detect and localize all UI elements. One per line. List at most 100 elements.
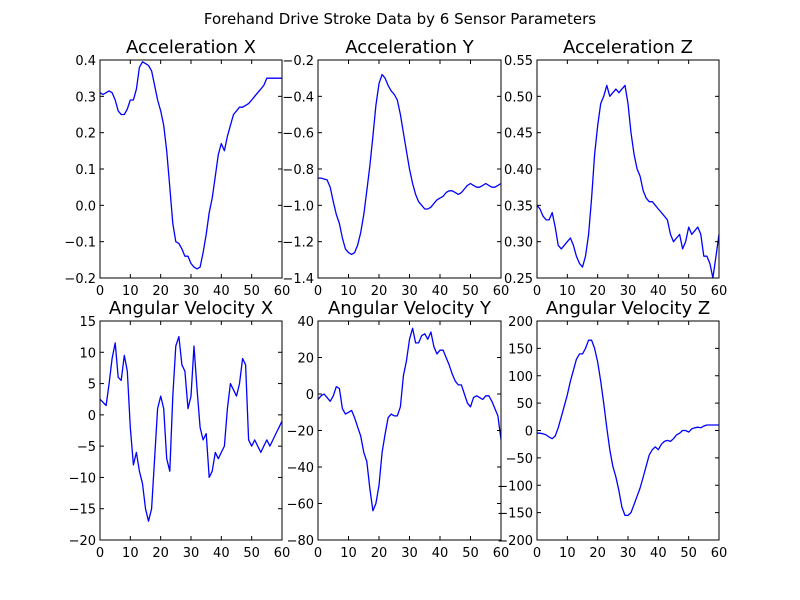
- acceleration-z-ytick-label: 0.40: [504, 163, 533, 178]
- acceleration-x-ytick-label: 0.4: [75, 54, 96, 69]
- acceleration-y-xtick-label: 40: [432, 284, 449, 299]
- acceleration-z-xtick-label: 40: [650, 284, 667, 299]
- angular-velocity-y-title: Angular Velocity Y: [328, 298, 492, 319]
- angular-velocity-z-title: Angular Velocity Z: [546, 298, 710, 319]
- angular-velocity-x-ytick-label: 10: [79, 346, 96, 361]
- angular-velocity-x-ytick-label: −15: [69, 503, 96, 518]
- angular-velocity-y-ytick-label: −20: [287, 425, 314, 440]
- acceleration-x-xtick-label: 60: [274, 284, 291, 299]
- acceleration-y-xtick-label: 0: [314, 284, 322, 299]
- angular-velocity-x-ytick-label: 15: [79, 315, 96, 330]
- acceleration-y-xtick-label: 20: [371, 284, 388, 299]
- acceleration-y-ytick-label: −1.0: [282, 199, 314, 214]
- angular-velocity-z-xtick-label: 50: [680, 546, 697, 561]
- panel-acceleration-x: Acceleration X 0 10 20 30 40 50 60 −0.2 −0.1 0.0 0.…: [64, 37, 290, 299]
- angular-velocity-x-xtick-label: 50: [243, 546, 260, 561]
- angular-velocity-z-ytick-label: −200: [497, 534, 533, 549]
- angular-velocity-y-xtick-label: 60: [493, 546, 510, 561]
- angular-velocity-y-xtick-label: 30: [401, 546, 418, 561]
- angular-velocity-z-ytick-label: 0: [525, 425, 533, 440]
- acceleration-y-series-line: [318, 73, 502, 256]
- angular-velocity-z-xtick-label: 40: [650, 546, 667, 561]
- acceleration-y-ytick-label: −1.4: [282, 272, 314, 287]
- acceleration-z-xtick-label: 50: [680, 284, 697, 299]
- angular-velocity-y-xtick-label: 10: [340, 546, 357, 561]
- angular-velocity-x-ytick-label: −20: [69, 534, 96, 549]
- acceleration-y-title: Acceleration Y: [345, 37, 475, 58]
- angular-velocity-x-xtick-label: 30: [183, 546, 200, 561]
- acceleration-x-ytick-label: 0.2: [75, 127, 96, 142]
- acceleration-z-xtick-label: 30: [620, 284, 637, 299]
- angular-velocity-y-ytick-label: −60: [287, 498, 314, 513]
- acceleration-x-ytick-label: −0.2: [64, 272, 96, 287]
- acceleration-x-xtick-label: 50: [243, 284, 260, 299]
- acceleration-y-xtick-label: 50: [462, 284, 479, 299]
- panel-acceleration-z: Acceleration Z 0 10 20 30 40 50 60 0.25 0.30 0.35 0…: [504, 37, 727, 299]
- acceleration-x-xtick-label: 30: [183, 284, 200, 299]
- acceleration-z-ytick-label: 0.45: [504, 127, 533, 142]
- acceleration-x-series-line: [99, 61, 282, 270]
- angular-velocity-x-xtick-label: 10: [122, 546, 139, 561]
- acceleration-z-ytick-label: 0.55: [504, 54, 533, 69]
- acceleration-z-title: Acceleration Z: [563, 37, 693, 58]
- angular-velocity-y-xtick-label: 50: [462, 546, 479, 561]
- angular-velocity-z-series-line: [537, 339, 719, 517]
- panel-angular-velocity-x: Angular Velocity X0 10 20 30 40 50 60−20−15−10…: [69, 298, 291, 561]
- angular-velocity-y-xtick-label: 40: [432, 546, 449, 561]
- acceleration-x-axes-frame: [99, 59, 283, 279]
- acceleration-x-xtick-label: 10: [122, 284, 139, 299]
- angular-velocity-x-axes-frame: [99, 320, 283, 541]
- angular-velocity-z-ytick-label: 200: [508, 315, 533, 330]
- angular-velocity-x-series-line: [99, 335, 283, 522]
- angular-velocity-z-ytick-label: 150: [508, 342, 533, 357]
- acceleration-x-ytick-label: 0.1: [75, 163, 96, 178]
- angular-velocity-z-xtick-label: 0: [533, 546, 541, 561]
- acceleration-x-xtick-label: 40: [213, 284, 230, 299]
- angular-velocity-z-xtick-label: 60: [711, 546, 728, 561]
- angular-velocity-y-axes-frame: [317, 320, 502, 541]
- angular-velocity-x-ytick-label: 0: [88, 409, 96, 424]
- angular-velocity-z-ytick-label: 100: [508, 370, 533, 385]
- acceleration-z-ytick-label: 0.50: [504, 90, 533, 105]
- angular-velocity-y-series-line: [317, 327, 502, 512]
- acceleration-z-ytick-label: 0.30: [504, 236, 533, 251]
- angular-velocity-z-axes-frame: [536, 320, 720, 541]
- acceleration-y-ytick-label: −1.2: [282, 236, 314, 251]
- panel-angular-velocity-y: Angular Velocity Y 0 10 20 30 40 50 60 −80 −60 −40…: [287, 298, 510, 561]
- angular-velocity-z-xtick-label: 10: [559, 546, 576, 561]
- angular-velocity-x-ytick-label: 5: [88, 378, 96, 393]
- angular-velocity-z-ytick-label: −100: [497, 479, 533, 494]
- angular-velocity-y-ytick-label: −80: [287, 534, 314, 549]
- angular-velocity-y-xtick-label: 20: [371, 546, 388, 561]
- angular-velocity-z-ytick-label: −50: [506, 452, 533, 467]
- acceleration-x-xtick-label: 20: [152, 284, 169, 299]
- acceleration-z-ytick-label: 0.35: [504, 199, 533, 214]
- angular-velocity-y-ytick-label: −40: [287, 461, 314, 476]
- acceleration-z-ytick-label: 0.25: [504, 272, 533, 287]
- angular-velocity-x-ytick-label: −10: [69, 471, 96, 486]
- acceleration-x-ytick-label: −0.1: [64, 236, 96, 251]
- angular-velocity-y-ytick-label: 0: [306, 388, 314, 403]
- angular-velocity-y-ytick-label: 20: [297, 352, 314, 367]
- acceleration-y-xtick-label: 30: [401, 284, 418, 299]
- acceleration-y-ytick-label: −0.6: [282, 127, 314, 142]
- acceleration-y-ytick-label: −0.2: [282, 54, 314, 69]
- panel-angular-velocity-z: Angular Velocity Z 0 10 20 30 40 50 60 −200 −150 −…: [497, 298, 727, 561]
- acceleration-x-ytick-label: 0.3: [75, 90, 96, 105]
- acceleration-y-ytick-label: −0.8: [282, 163, 314, 178]
- acceleration-x-title: Acceleration X: [126, 37, 256, 58]
- acceleration-y-xtick-label: 10: [340, 284, 357, 299]
- acceleration-x-ytick-label: 0.0: [75, 199, 96, 214]
- angular-velocity-x-xtick-label: 40: [213, 546, 230, 561]
- acceleration-z-xtick-label: 60: [711, 284, 728, 299]
- angular-velocity-z-ytick-label: −150: [497, 507, 533, 522]
- angular-velocity-x-title: Angular Velocity X: [109, 298, 273, 319]
- acceleration-z-xtick-label: 10: [559, 284, 576, 299]
- acceleration-y-ytick-label: −0.4: [282, 90, 314, 105]
- angular-velocity-y-xtick-label: 0: [314, 546, 322, 561]
- acceleration-y-xtick-label: 60: [493, 284, 510, 299]
- acceleration-x-xtick-label: 0: [96, 284, 104, 299]
- angular-velocity-x-xtick-label: 0: [96, 546, 104, 561]
- acceleration-z-xtick-label: 20: [589, 284, 606, 299]
- acceleration-z-series-line: [536, 84, 720, 279]
